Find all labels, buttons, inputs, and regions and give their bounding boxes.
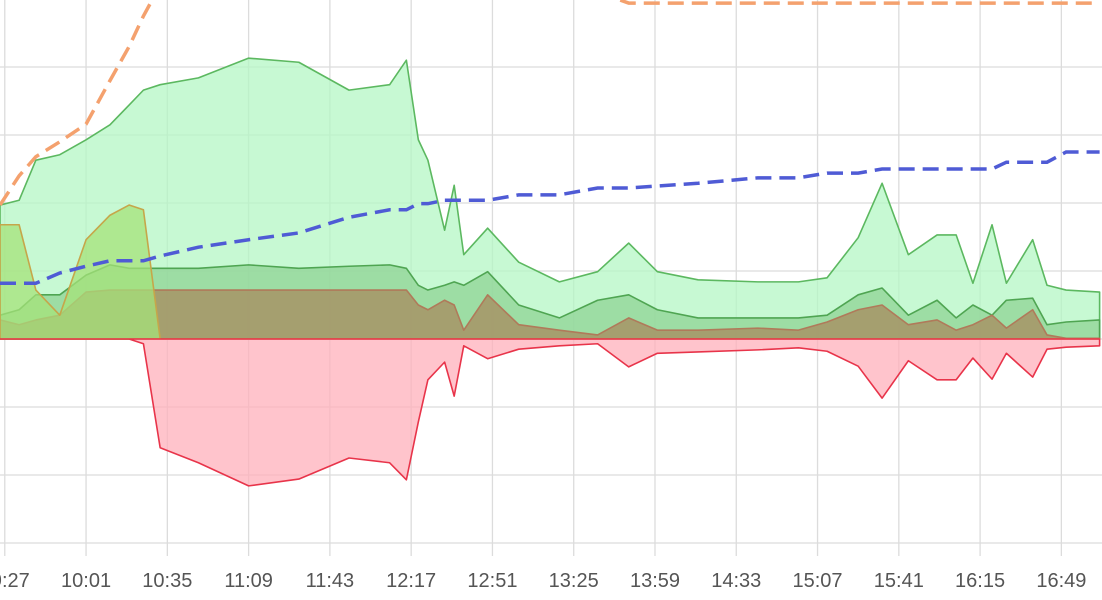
x-tick-label: 12:51 (467, 570, 517, 592)
plot-area (0, 0, 1101, 487)
x-tick-label: 10:01 (61, 570, 111, 592)
x-tick-label: 14:33 (711, 570, 761, 592)
x-tick-label: 16:15 (955, 570, 1005, 592)
x-tick-label: 13:25 (549, 570, 599, 592)
x-tick-label: 12:17 (386, 570, 436, 592)
x-tick-label: 10:35 (142, 570, 192, 592)
x-tick-label: 16:49 (1036, 570, 1086, 592)
x-tick-label: 11:43 (306, 570, 355, 592)
x-tick-label: 13:59 (630, 570, 680, 592)
x-axis: 09:27 10:01 10:35 11:09 11:43 12:17 12:51 13:25… (0, 570, 1086, 592)
line (0, 0, 1100, 206)
line (0, 150, 1100, 285)
x-tick-label: 15:41 (874, 570, 924, 592)
x-tick-label: 15:07 (793, 570, 843, 592)
area (0, 338, 1101, 487)
x-tick-label: 11:09 (224, 570, 273, 592)
x-tick-label: 09:27 (0, 570, 30, 592)
